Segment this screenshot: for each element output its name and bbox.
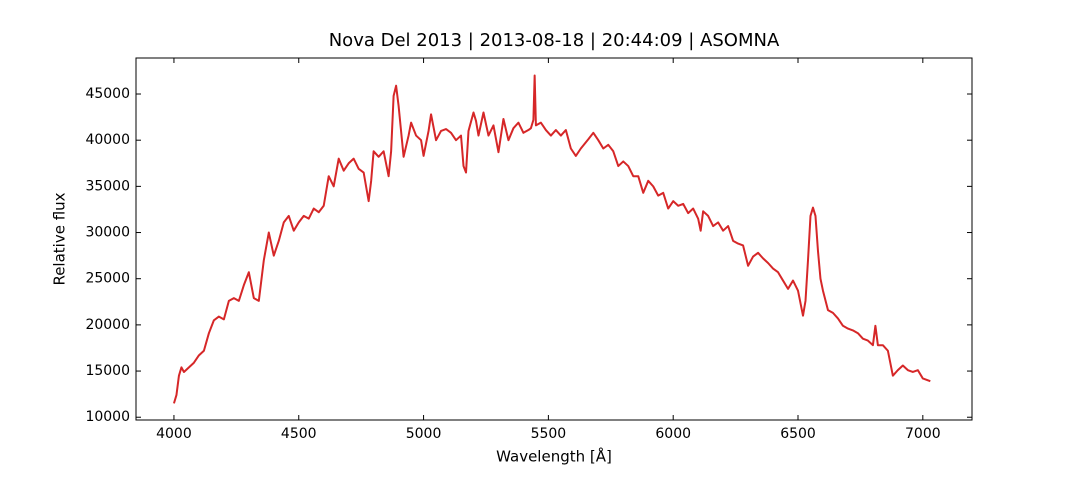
- x-tick-label: 7000: [905, 426, 941, 442]
- x-tick-label: 5500: [531, 426, 567, 442]
- x-tick-label: 6000: [655, 426, 691, 442]
- x-tick-label: 5000: [406, 426, 442, 442]
- plot-frame: [135, 57, 973, 421]
- y-tick-label: 35000: [85, 178, 130, 194]
- y-tick-label: 45000: [85, 86, 130, 102]
- x-tick-label: 4000: [156, 426, 192, 442]
- y-axis-label: Relative flux: [51, 192, 69, 285]
- y-tick-label: 30000: [85, 225, 130, 241]
- y-tick-label: 10000: [85, 409, 130, 425]
- y-tick-label: 15000: [85, 363, 130, 379]
- y-tick-label: 40000: [85, 132, 130, 148]
- y-tick-label: 25000: [85, 271, 130, 287]
- x-tick-label: 4500: [281, 426, 317, 442]
- x-axis-label: Wavelength [Å]: [496, 447, 612, 466]
- spectrum-line: [172, 74, 931, 404]
- y-tick-label: 20000: [85, 317, 130, 333]
- chart-title: Nova Del 2013 | 2013-08-18 | 20:44:09 | …: [329, 30, 780, 51]
- x-tick-label: 6500: [780, 426, 816, 442]
